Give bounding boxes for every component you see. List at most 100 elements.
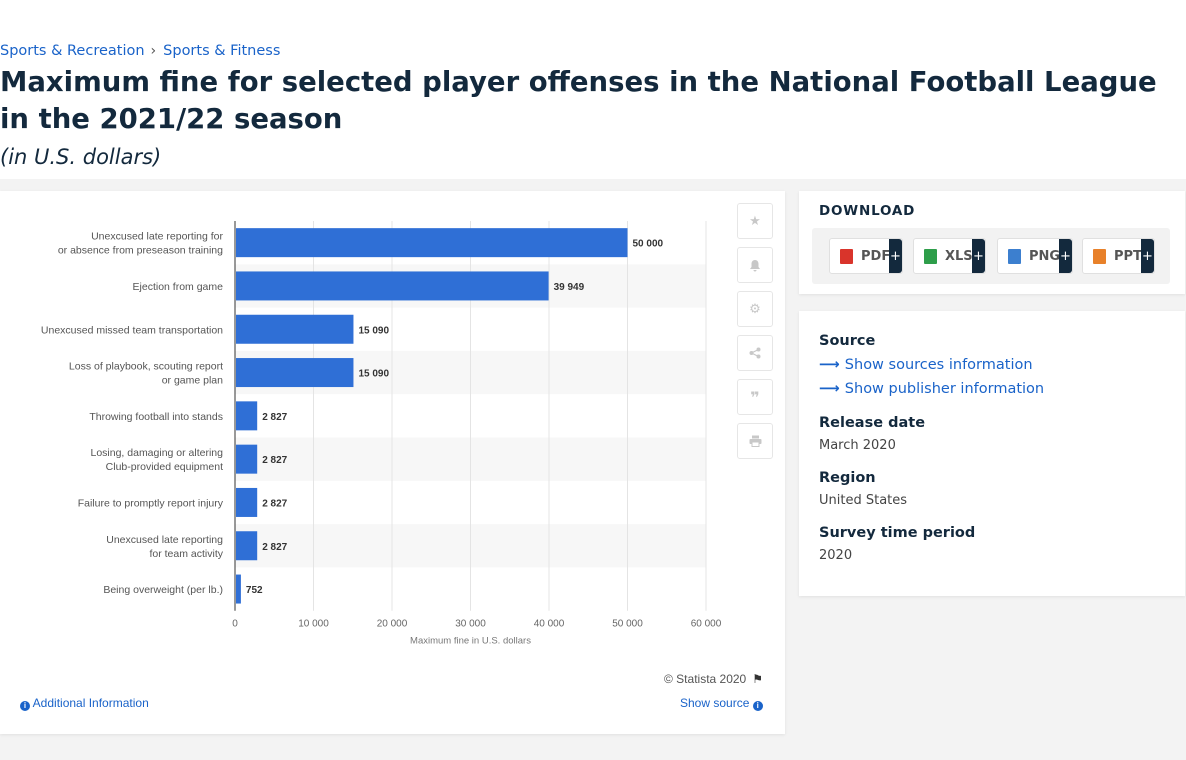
breadcrumb-item-sports-recreation[interactable]: Sports & Recreation: [0, 43, 145, 59]
category-label: Club-provided equipment: [106, 461, 223, 473]
info-icon: i: [20, 701, 30, 711]
notification-button[interactable]: [737, 247, 773, 283]
release-date-value: March 2020: [819, 438, 896, 453]
print-icon: [749, 435, 761, 447]
plus-icon: +: [889, 239, 902, 273]
data-label: 15 090: [358, 369, 389, 380]
category-label: Throwing football into stands: [89, 411, 223, 423]
gear-icon: ⚙: [749, 301, 761, 317]
png-file-icon: [1008, 248, 1021, 264]
x-tick-label: 30 000: [455, 619, 486, 630]
bell-icon: [750, 259, 760, 271]
survey-period-heading: Survey time period: [819, 525, 976, 541]
data-label: 15 090: [358, 325, 389, 336]
data-label: 2 827: [262, 498, 287, 509]
xls-file-icon: [924, 248, 937, 264]
category-label: Ejection from game: [133, 281, 224, 293]
download-ppt-button[interactable]: PPT +: [1082, 238, 1155, 274]
pdf-file-icon: [840, 248, 853, 264]
survey-period-value: 2020: [819, 548, 853, 563]
bar-chart: 50 000 Unexcused late reporting for or abs…: [41, 221, 722, 647]
region-heading: Region: [819, 470, 876, 486]
data-label: 752: [246, 585, 263, 596]
additional-information-label: Additional Information: [32, 696, 149, 710]
category-label: Losing, damaging or altering: [90, 447, 223, 459]
x-tick-label: 40 000: [534, 619, 565, 630]
additional-information-link[interactable]: i Additional Information: [20, 696, 149, 711]
chevron-right-icon: ›: [150, 43, 157, 59]
print-button[interactable]: [737, 423, 773, 459]
download-pdf-button[interactable]: PDF +: [829, 238, 903, 274]
show-publisher-link[interactable]: ⟶ Show publisher information: [819, 381, 1044, 397]
data-label: 39 949: [554, 282, 585, 293]
download-ppt-label: PPT: [1114, 248, 1142, 264]
arrow-right-icon: ⟶: [819, 381, 840, 397]
chart-card: 50 000 Unexcused late reporting for or abs…: [0, 191, 785, 734]
share-icon: [749, 347, 761, 359]
category-label: Failure to promptly report injury: [78, 497, 224, 509]
data-label: 2 827: [262, 542, 287, 553]
bar: [236, 401, 258, 431]
region-value: United States: [819, 493, 908, 508]
favorite-button[interactable]: ★: [737, 203, 773, 239]
category-label: Unexcused late reporting: [106, 534, 223, 546]
bar: [236, 574, 241, 604]
data-label: 2 827: [262, 455, 287, 466]
statista-copyright: © Statista 2020 ⚑: [664, 672, 763, 686]
chart-tools: ★ ⚙ ❞: [737, 203, 773, 467]
category-label: Loss of playbook, scouting report: [69, 361, 223, 373]
category-label: Unexcused missed team transportation: [41, 324, 223, 336]
top-bar: [0, 0, 1186, 34]
category-label: or absence from preseason training: [58, 245, 223, 257]
breadcrumb: Sports & Recreation › Sports & Fitness: [0, 43, 280, 59]
show-source-label: Show source: [680, 696, 750, 710]
download-xls-button[interactable]: XLS +: [913, 238, 986, 274]
category-label: Unexcused late reporting for: [91, 231, 223, 243]
plus-icon: +: [1141, 239, 1154, 273]
cite-button[interactable]: ❞: [737, 379, 773, 415]
ppt-file-icon: [1093, 248, 1106, 264]
release-date-heading: Release date: [819, 415, 926, 431]
info-icon: i: [752, 701, 763, 711]
x-tick-label: 0: [232, 619, 238, 630]
x-tick-label: 60 000: [691, 619, 722, 630]
show-sources-link[interactable]: ⟶ Show sources information: [819, 357, 1033, 373]
download-xls-label: XLS: [945, 248, 973, 264]
download-buttons: PDF + XLS + PNG + PPT +: [812, 228, 1170, 284]
show-publisher-label: Show publisher information: [844, 381, 1045, 397]
data-label: 50 000: [633, 239, 664, 250]
arrow-right-icon: ⟶: [819, 357, 840, 373]
x-tick-label: 50 000: [612, 619, 643, 630]
share-button[interactable]: [737, 335, 773, 371]
quote-icon: ❞: [750, 387, 760, 407]
category-label: Being overweight (per lb.): [103, 584, 223, 596]
x-tick-label: 20 000: [377, 619, 408, 630]
page-title: Maximum fine for selected player offense…: [0, 66, 1157, 135]
bar: [236, 444, 258, 474]
plus-icon: +: [972, 239, 985, 273]
category-label: or game plan: [162, 375, 223, 387]
x-axis-label: Maximum fine in U.S. dollars: [410, 636, 531, 647]
download-card: DOWNLOAD PDF + XLS + PNG + PPT +: [799, 191, 1185, 294]
category-label: for team activity: [149, 548, 223, 560]
flag-icon[interactable]: ⚑: [752, 672, 763, 686]
header-background: [0, 34, 1186, 179]
x-tick-label: 10 000: [298, 619, 329, 630]
show-sources-label: Show sources information: [844, 357, 1033, 373]
breadcrumb-item-sports-fitness[interactable]: Sports & Fitness: [163, 43, 281, 59]
page-subtitle: (in U.S. dollars): [0, 145, 162, 169]
bar: [236, 314, 354, 344]
bar: [236, 358, 354, 388]
metadata-card: Source ⟶ Show sources information ⟶ Show…: [799, 311, 1185, 596]
plus-icon: +: [1059, 239, 1072, 273]
settings-button[interactable]: ⚙: [737, 291, 773, 327]
source-heading: Source: [819, 333, 876, 349]
star-icon: ★: [749, 213, 761, 229]
download-title: DOWNLOAD: [819, 203, 916, 219]
download-pdf-label: PDF: [861, 248, 891, 264]
data-label: 2 827: [262, 412, 287, 423]
show-source-link[interactable]: Show source i: [680, 696, 763, 711]
download-png-button[interactable]: PNG +: [997, 238, 1073, 274]
bar: [236, 228, 628, 258]
bar: [236, 531, 258, 561]
